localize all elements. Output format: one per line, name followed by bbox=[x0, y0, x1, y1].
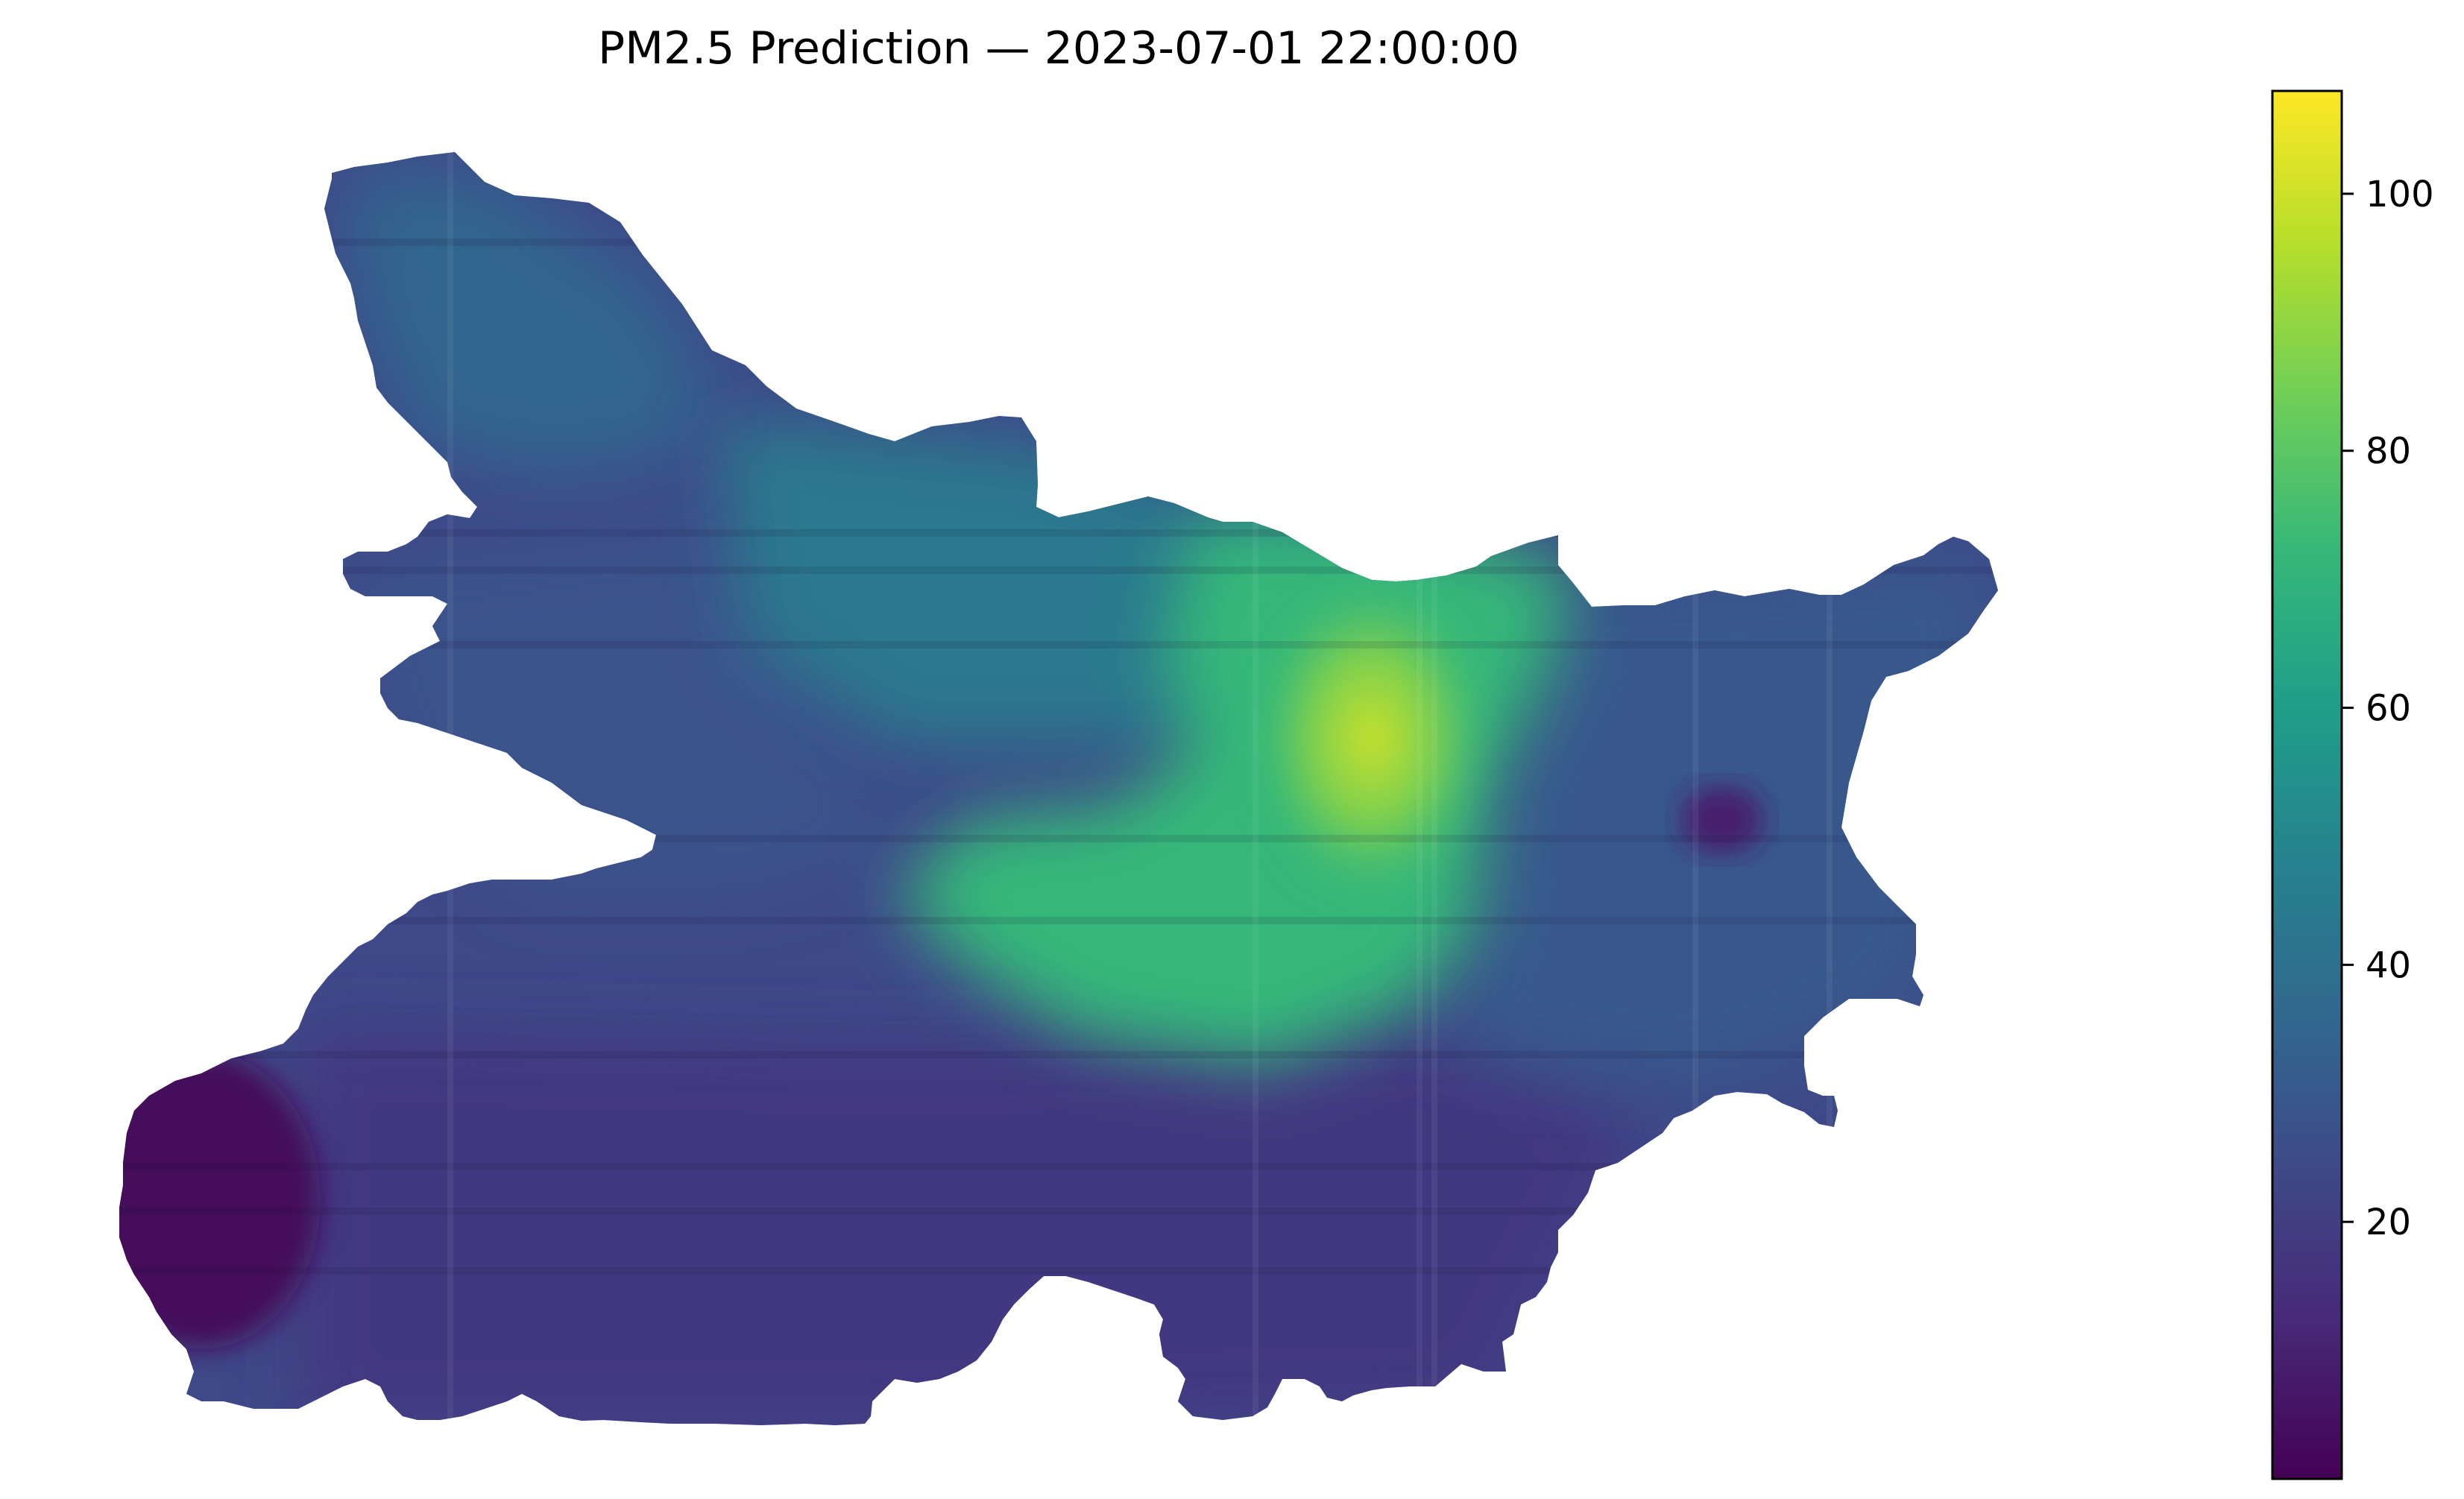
colorbar-tick-label: 100 bbox=[2366, 174, 2434, 215]
pm25-map bbox=[119, 152, 1998, 1425]
scan-stripes bbox=[119, 152, 1998, 1425]
region-central-peak bbox=[1245, 567, 1499, 909]
h-stripe bbox=[119, 835, 1998, 842]
colorbar-tick-label: 60 bbox=[2366, 688, 2411, 730]
colorbar-tick-label: 40 bbox=[2366, 944, 2411, 986]
v-stripe bbox=[1431, 152, 1437, 1425]
h-stripe bbox=[119, 567, 1998, 574]
region-southern-belt bbox=[298, 1029, 1640, 1425]
h-stripe bbox=[119, 239, 1998, 246]
chart-title: PM2.5 Prediction — 2023-07-01 22:00:00 bbox=[598, 22, 1519, 75]
h-stripe bbox=[119, 1208, 1998, 1215]
h-stripe bbox=[119, 1163, 1998, 1170]
v-stripe bbox=[1692, 152, 1698, 1425]
colorbar-tick-label: 20 bbox=[2366, 1202, 2411, 1243]
h-stripe bbox=[119, 1267, 1998, 1275]
region-far-east-low-spot bbox=[1681, 786, 1763, 853]
region-south-west-hotspot-low bbox=[119, 1051, 321, 1349]
colorbar-gradient-bar bbox=[2271, 89, 2343, 1480]
h-stripe bbox=[119, 641, 1998, 648]
h-stripe bbox=[119, 529, 1998, 537]
v-stripe bbox=[447, 152, 453, 1425]
h-stripe bbox=[119, 1051, 1998, 1058]
v-stripe bbox=[1253, 152, 1258, 1425]
v-stripe bbox=[1417, 152, 1422, 1425]
colorbar: 20 40 60 80 100 bbox=[2271, 89, 2434, 1480]
h-stripe bbox=[119, 917, 1998, 924]
colorbar-tick-label: 80 bbox=[2366, 431, 2411, 473]
colorbar-ticks: 20 40 60 80 100 bbox=[2342, 174, 2434, 1243]
concentration-regions bbox=[119, 152, 1998, 1425]
v-stripe bbox=[1827, 152, 1833, 1425]
region-north-west-arm bbox=[343, 171, 716, 477]
